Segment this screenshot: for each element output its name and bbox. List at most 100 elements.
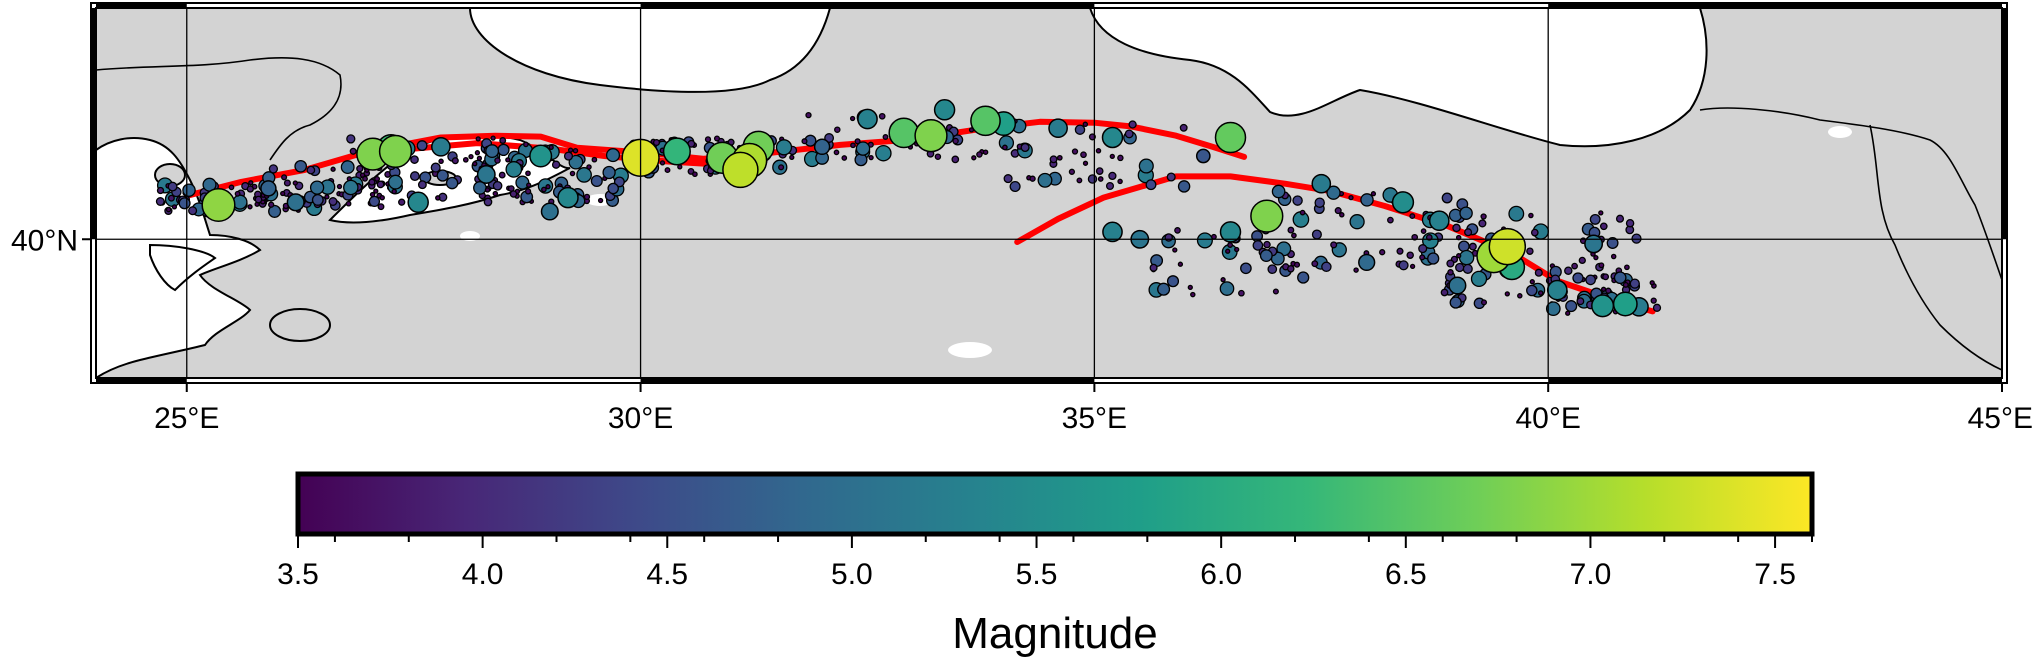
- earthquake-marker: [1167, 173, 1175, 181]
- earthquake-marker: [706, 137, 711, 142]
- earthquake-marker: [1565, 267, 1572, 274]
- earthquake-marker: [476, 137, 480, 141]
- earthquake-marker: [1109, 172, 1116, 179]
- earthquake-marker: [851, 143, 855, 147]
- earthquake-marker: [344, 180, 358, 194]
- earthquake-marker: [777, 140, 792, 155]
- island-lesbos: [270, 309, 330, 341]
- earthquake-marker: [723, 152, 758, 187]
- earthquake-marker: [1566, 301, 1577, 312]
- earthquake-marker: [493, 192, 497, 196]
- earthquake-marker: [802, 139, 807, 144]
- earthquake-marker: [247, 186, 253, 192]
- earthquake-marker: [603, 167, 615, 179]
- earthquake-marker: [1235, 248, 1239, 252]
- earthquake-marker: [1481, 214, 1486, 219]
- earthquake-marker: [1624, 283, 1629, 288]
- earthquake-marker: [935, 100, 955, 120]
- earthquake-marker: [491, 136, 495, 140]
- earthquake-marker: [1251, 200, 1283, 232]
- earthquake-marker: [261, 181, 276, 196]
- colorbar-tick-label: 7.5: [1754, 558, 1796, 591]
- earthquake-marker: [693, 172, 697, 176]
- earthquake-marker: [307, 166, 314, 173]
- earthquake-marker: [1129, 121, 1136, 128]
- earthquake-marker: [834, 150, 838, 154]
- colorbar-tick-label: 6.5: [1385, 558, 1427, 591]
- earthquake-marker: [506, 158, 510, 162]
- frame-segment-top: [96, 3, 187, 8]
- earthquake-marker: [1312, 261, 1318, 267]
- earthquake-marker: [1617, 215, 1624, 222]
- earthquake-marker: [1399, 261, 1408, 270]
- earthquake-marker: [1359, 255, 1375, 271]
- earthquake-marker: [1419, 245, 1427, 253]
- earthquake-marker: [1312, 175, 1330, 193]
- earthquake-marker: [157, 198, 165, 206]
- earthquake-marker: [478, 166, 495, 183]
- earthquake-marker: [1527, 285, 1537, 295]
- earthquake-marker: [546, 185, 550, 189]
- earthquake-marker: [248, 205, 252, 209]
- earthquake-marker: [1253, 241, 1262, 250]
- earthquake-marker: [1293, 196, 1302, 205]
- earthquake-marker: [1261, 250, 1273, 262]
- earthquake-marker: [1146, 180, 1156, 190]
- earthquake-marker: [1097, 168, 1103, 174]
- earthquake-marker: [1118, 179, 1122, 183]
- earthquake-marker: [869, 156, 873, 160]
- earthquake-marker: [1073, 149, 1078, 154]
- earthquake-marker: [1449, 277, 1466, 294]
- earthquake-marker: [183, 184, 195, 196]
- earthquake-marker: [1110, 154, 1114, 158]
- earthquake-marker: [1191, 293, 1195, 297]
- earthquake-marker: [1601, 223, 1607, 229]
- earthquake-marker: [1472, 271, 1487, 286]
- frame-segment-bottom: [96, 378, 187, 383]
- earthquake-marker: [952, 156, 958, 162]
- earthquake-marker: [510, 191, 516, 197]
- frame-segment-left: [91, 8, 96, 239]
- earthquake-marker: [1532, 229, 1538, 235]
- earthquake-marker: [1340, 213, 1344, 217]
- colorbar-tick-label: 5.0: [831, 558, 873, 591]
- earthquake-marker: [1450, 297, 1461, 308]
- earthquake-marker: [856, 142, 869, 155]
- earthquake-marker: [527, 183, 531, 187]
- earthquake-marker: [1103, 128, 1123, 148]
- earthquake-marker: [1393, 192, 1414, 213]
- earthquake-marker: [577, 168, 591, 182]
- earthquake-marker: [1188, 285, 1192, 289]
- earthquake-marker: [1577, 298, 1584, 305]
- earthquake-marker: [1300, 210, 1304, 214]
- earthquake-marker: [439, 159, 443, 163]
- earthquake-marker: [369, 179, 375, 185]
- earthquake-marker: [591, 176, 602, 187]
- earthquake-marker: [1479, 220, 1486, 227]
- earthquake-marker: [500, 138, 506, 144]
- earthquake-marker: [473, 162, 477, 166]
- earthquake-marker: [599, 199, 603, 203]
- lon-tick-label: 40°E: [1515, 402, 1580, 435]
- earthquake-marker: [1081, 152, 1086, 157]
- earthquake-marker: [858, 109, 877, 128]
- earthquake-marker: [1614, 292, 1637, 315]
- earthquake-marker: [1241, 263, 1251, 273]
- earthquake-marker: [1457, 254, 1461, 258]
- lake-3: [948, 342, 992, 358]
- earthquake-marker: [1630, 279, 1639, 288]
- earthquake-marker: [1050, 156, 1057, 163]
- earthquake-marker: [1470, 243, 1477, 250]
- earthquake-marker: [1099, 177, 1103, 181]
- earthquake-marker: [437, 170, 448, 181]
- earthquake-marker: [1354, 268, 1358, 272]
- earthquake-marker: [1529, 213, 1533, 217]
- earthquake-marker: [1315, 198, 1324, 207]
- earthquake-marker: [526, 171, 530, 175]
- lon-tick-label: 25°E: [154, 402, 219, 435]
- colorbar-tick-label: 6.0: [1200, 558, 1242, 591]
- earthquake-marker: [851, 117, 855, 121]
- earthquake-marker: [249, 181, 253, 185]
- earthquake-marker: [715, 136, 720, 141]
